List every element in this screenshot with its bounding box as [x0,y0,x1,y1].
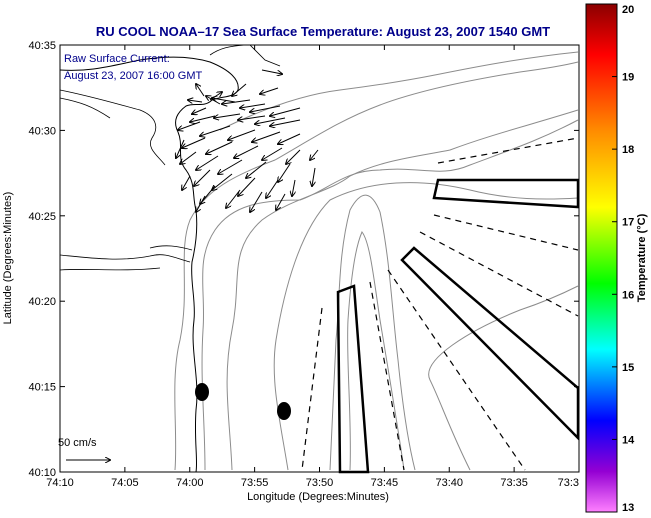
bathymetry-contours [174,51,579,471]
colorbar-tick-label: 20 [622,4,634,16]
colorbar-tick-label: 16 [622,289,634,301]
coastline [59,56,239,473]
colorbar-label: Temperature (°C) [636,213,648,302]
buoy-marker [277,402,291,420]
colorbar-tick-label: 19 [622,72,634,84]
scale-label: 50 cm/s [58,437,97,449]
plot-frame [59,44,580,473]
x-tick-label: 74:00 [176,477,204,489]
colorbar-tick-label: 17 [622,217,634,229]
colorbar-tick-label: 15 [622,362,634,374]
y-tick-label: 40:35 [28,40,56,52]
x-tick-label: 74:05 [111,477,139,489]
colorbar-ticks: 20 19 18 17 16 15 14 13 [612,3,635,514]
y-tick-label: 40:10 [28,467,56,479]
overlay-line-1: Raw Surface Current: [64,53,170,65]
x-tick-label: 73:50 [306,477,334,489]
colorbar-tick-label: 18 [622,144,634,156]
x-tick-label: 73:55 [241,477,269,489]
survey-boxes [336,178,580,474]
survey-dashed-lines [301,137,579,471]
y-tick-label: 40:15 [28,382,56,394]
y-tick-label: 40:20 [28,296,56,308]
colorbar-tick-label: 13 [622,502,634,514]
y-tick-label: 40:30 [28,125,56,137]
buoy-marker [195,383,209,401]
map-title: RU COOL NOAA–17 Sea Surface Temperature:… [96,24,550,39]
x-tick-label: 73:45 [371,477,399,489]
colorbar-tick-label: 14 [622,434,635,446]
y-axis-ticks: 40:35 40:30 40:25 40:20 40:15 40:10 [28,40,579,479]
x-tick-label: 73:3 [558,477,579,489]
x-tick-label: 74:10 [46,477,74,489]
y-tick-label: 40:25 [28,211,56,223]
x-axis-ticks: 74:10 74:05 74:00 73:55 73:50 73:45 73:40 73:35… [46,45,580,489]
overlay-line-2: August 23, 2007 16:00 GMT [64,70,202,82]
x-tick-label: 73:35 [500,477,528,489]
x-tick-label: 73:40 [435,477,463,489]
colorbar [585,3,618,513]
y-axis-label: Latitude (Degrees:Minutes) [2,192,14,325]
current-vectors [176,69,319,212]
coastline-inland [59,44,281,271]
x-axis-label: Longitude (Degrees:Minutes) [247,491,389,503]
